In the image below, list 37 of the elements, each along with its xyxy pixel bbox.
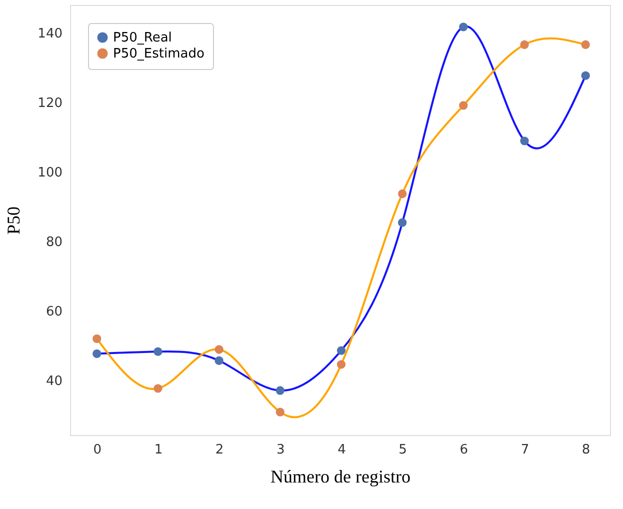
y-tick-label: 120 xyxy=(38,96,62,111)
legend-label: P50_Estimado xyxy=(113,46,204,62)
point xyxy=(398,218,407,227)
point xyxy=(336,360,346,369)
x-tick-label: 3 xyxy=(276,442,285,458)
point xyxy=(398,189,407,198)
point xyxy=(581,40,590,49)
x-tick-label: 1 xyxy=(154,442,163,458)
x-tick-label: 6 xyxy=(460,442,468,458)
y-tick-label: 140 xyxy=(38,26,62,42)
point xyxy=(459,101,468,110)
point xyxy=(214,345,224,354)
legend-label: P50_Real xyxy=(113,30,172,46)
point xyxy=(581,71,590,80)
x-tick-label: 4 xyxy=(338,442,346,458)
point xyxy=(92,349,102,358)
point xyxy=(520,40,529,49)
x-tick-label: 2 xyxy=(215,442,224,458)
point xyxy=(154,384,162,393)
x-tick-label: 7 xyxy=(520,442,530,458)
point xyxy=(154,347,162,356)
point xyxy=(276,386,284,395)
x-axis-title: Número de registro xyxy=(270,466,410,486)
y-tick-label: 60 xyxy=(46,304,62,320)
point xyxy=(459,22,468,32)
y-tick-label: 40 xyxy=(46,374,62,389)
point xyxy=(336,346,346,355)
y-tick-label: 80 xyxy=(46,234,62,250)
point xyxy=(92,334,102,344)
x-tick-label: 5 xyxy=(398,442,407,458)
y-tick-label: 100 xyxy=(38,165,62,180)
point xyxy=(276,408,284,416)
y-axis-title: P50 xyxy=(4,206,24,235)
point xyxy=(520,136,529,146)
x-tick-label: 8 xyxy=(582,442,590,458)
x-tick-label: 0 xyxy=(93,442,102,458)
point xyxy=(214,356,224,365)
